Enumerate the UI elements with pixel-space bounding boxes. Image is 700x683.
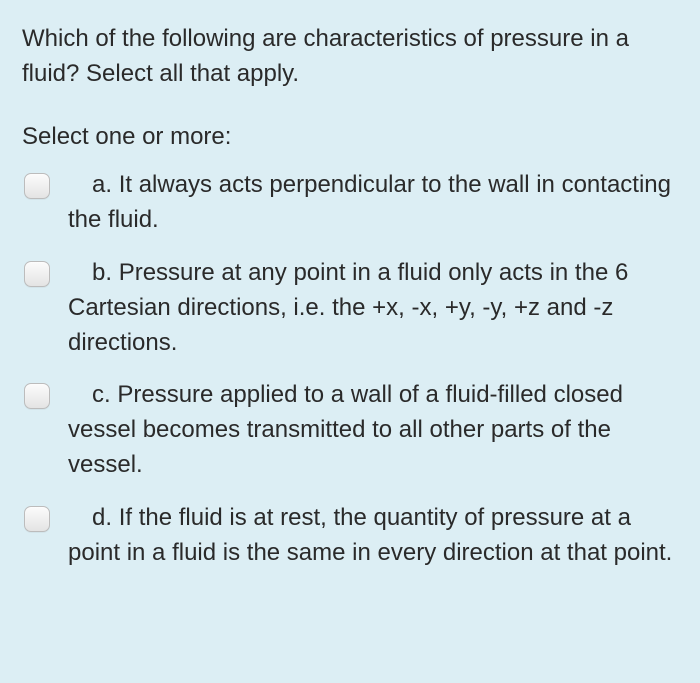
- option-a: a. It always acts perpendicular to the w…: [24, 168, 674, 238]
- checkbox-b[interactable]: [24, 261, 50, 287]
- option-a-text: a. It always acts perpendicular to the w…: [50, 168, 674, 238]
- option-b-body: Pressure at any point in a fluid only ac…: [68, 259, 628, 356]
- option-d-text: d. If the fluid is at rest, the quantity…: [50, 501, 674, 571]
- option-a-letter: a.: [68, 171, 112, 198]
- checkbox-a[interactable]: [24, 173, 50, 199]
- option-c: c. Pressure applied to a wall of a fluid…: [24, 378, 674, 482]
- option-c-text: c. Pressure applied to a wall of a fluid…: [50, 378, 674, 482]
- option-d: d. If the fluid is at rest, the quantity…: [24, 501, 674, 571]
- option-d-body: If the fluid is at rest, the quantity of…: [68, 504, 672, 566]
- question-text: Which of the following are characteristi…: [22, 22, 674, 92]
- checkbox-c[interactable]: [24, 383, 50, 409]
- instruction-text: Select one or more:: [22, 120, 674, 155]
- options-list: a. It always acts perpendicular to the w…: [22, 168, 674, 570]
- option-c-letter: c.: [68, 381, 111, 408]
- option-b: b. Pressure at any point in a fluid only…: [24, 256, 674, 360]
- option-c-body: Pressure applied to a wall of a fluid-fi…: [68, 381, 623, 478]
- option-b-letter: b.: [68, 259, 112, 286]
- option-b-text: b. Pressure at any point in a fluid only…: [50, 256, 674, 360]
- option-a-body: It always acts perpendicular to the wall…: [68, 171, 671, 233]
- checkbox-d[interactable]: [24, 506, 50, 532]
- option-d-letter: d.: [68, 504, 112, 531]
